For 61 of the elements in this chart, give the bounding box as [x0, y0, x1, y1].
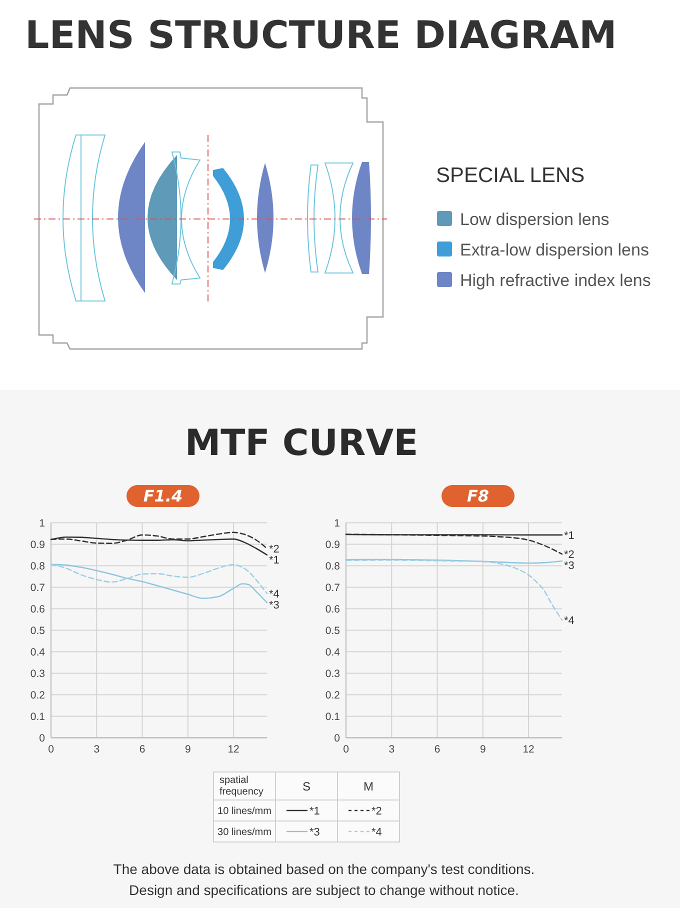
category-label: Low dispersion lens	[460, 210, 610, 229]
y-tick-label: 0	[334, 732, 340, 744]
y-tick-label: 0.1	[30, 711, 46, 723]
y-tick-label: 0.4	[325, 646, 340, 658]
x-tick-label: 0	[48, 744, 54, 756]
text: S	[302, 780, 311, 794]
y-tick-label: 0.2	[325, 690, 340, 702]
text: 10 lines/mm	[218, 806, 272, 817]
y-tick-label: 0.7	[325, 582, 340, 594]
x-tick-label: 3	[388, 744, 395, 756]
x-tick-label: 12	[228, 744, 240, 756]
legend-title: spatial frequency	[220, 775, 264, 798]
text: *2	[269, 544, 280, 556]
x-tick-label: 6	[139, 744, 146, 756]
x-tick-label: 9	[184, 744, 191, 756]
line-series	[345, 559, 563, 621]
text: M	[364, 780, 374, 794]
series-label: *3	[564, 560, 574, 572]
y-tick-label: 0.8	[30, 560, 46, 572]
legend-label: *4	[372, 826, 382, 838]
series-label: *1	[564, 530, 574, 542]
text: *4	[269, 588, 280, 600]
text: *3	[269, 599, 280, 612]
chart-subtitle: F1.4	[143, 486, 183, 506]
line-series	[50, 564, 268, 594]
text: The above data is obtained based on the company's test conditions.	[113, 861, 535, 877]
y-tick-label: 1	[334, 518, 340, 530]
category-label: Extra-low dispersion lens	[460, 240, 649, 260]
text: LENS STRUCTURE DIAGRAM	[25, 13, 617, 57]
x-tick-label: 9	[480, 744, 486, 756]
y-tick-label: 0.6	[30, 604, 46, 616]
chart-title: MTF CURVE	[184, 423, 418, 464]
y-tick-label: 0.5	[30, 625, 46, 637]
y-tick-label: 0.9	[325, 539, 340, 551]
text: 30 lines/mm	[218, 827, 272, 838]
x-tick-label: 0	[343, 744, 350, 756]
y-tick-label: 0.3	[30, 668, 46, 680]
y-tick-label: 0.3	[325, 668, 340, 680]
y-tick-label: 0.5	[325, 625, 340, 637]
text: Design and specifications are subject to change without notice.	[129, 882, 519, 898]
y-tick-label: 0.6	[325, 604, 340, 616]
y-tick-label: 0.7	[30, 582, 46, 594]
y-tick-label: 0	[39, 732, 46, 744]
x-tick-label: 6	[434, 744, 440, 756]
y-tick-label: 1	[39, 518, 46, 530]
legend-label: *3	[310, 826, 320, 838]
y-tick-label: 0.4	[30, 646, 46, 658]
x-tick-label: 12	[522, 744, 535, 756]
y-tick-label: 0.1	[325, 711, 340, 723]
legend-title: SPECIAL LENS	[436, 164, 585, 187]
chart-subtitle: F8	[466, 486, 490, 506]
legend-label: *2	[372, 806, 382, 818]
y-tick-label: 0.2	[30, 690, 46, 702]
y-tick-label: 0.9	[30, 539, 46, 551]
y-tick-label: 0.8	[325, 560, 340, 572]
x-tick-label: 3	[94, 744, 100, 756]
category-label: High refractive index lens	[460, 271, 651, 290]
text: *1	[269, 554, 280, 566]
series-label: *2	[564, 549, 574, 562]
legend-label: *1	[310, 806, 320, 818]
series-label: *4	[564, 615, 574, 628]
